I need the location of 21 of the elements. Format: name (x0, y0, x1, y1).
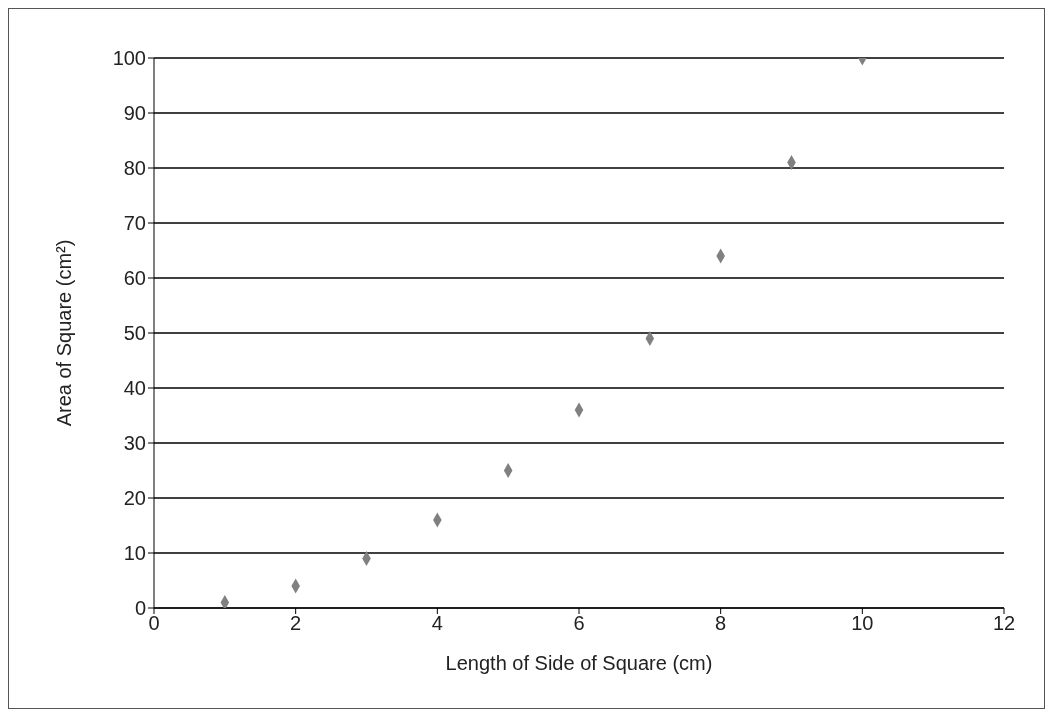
y-axis-title: Area of Square (cm²) (53, 239, 76, 427)
point (220, 595, 230, 608)
y-tick-label: 20 (123, 487, 146, 510)
y-tick-label: 50 (123, 322, 146, 345)
x-tick-label: 0 (148, 612, 160, 635)
x-tick-label: 2 (290, 612, 302, 635)
y-tick-label: 30 (123, 432, 146, 455)
y-tick-label: 0 (134, 597, 146, 620)
y-tick-label: 100 (112, 47, 146, 70)
x-tick-label: 4 (431, 612, 443, 635)
y-tick-label: 40 (123, 377, 146, 400)
x-tick-label: 10 (851, 612, 874, 635)
y-tick-label: 10 (123, 542, 146, 565)
y-tick-label: 60 (123, 267, 146, 290)
x-axis-title: Length of Side of Square (cm) (445, 652, 713, 674)
x-tick-label: 6 (573, 612, 585, 635)
x-tick-label: 8 (715, 612, 727, 635)
y-tick-label: 70 (123, 212, 146, 235)
x-tick-label: 12 (992, 612, 1016, 635)
y-tick-label: 80 (123, 157, 146, 180)
y-tick-label: 90 (123, 102, 146, 125)
